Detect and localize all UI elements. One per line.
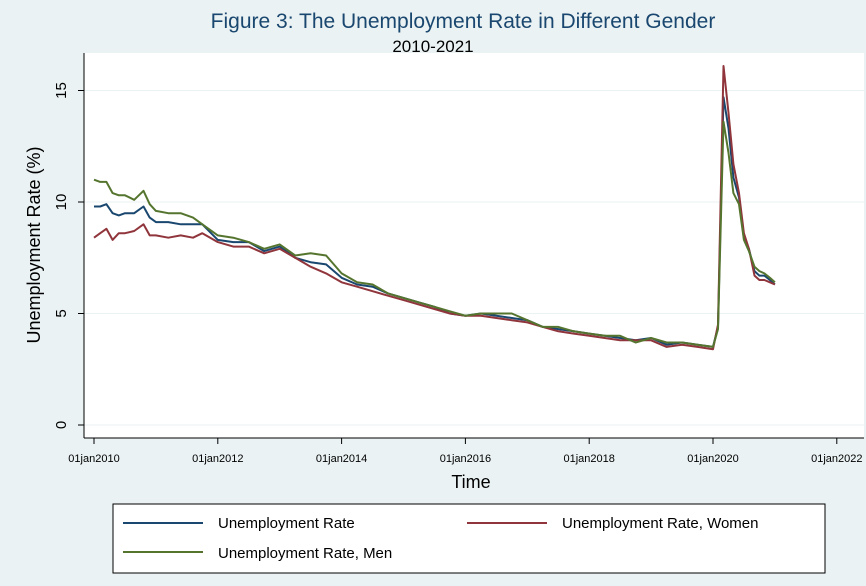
y-tick-label-5: 5 (53, 309, 70, 317)
legend-label-women: Unemployment Rate, Women (562, 515, 758, 532)
x-tick-label-2022: 01jan2022 (811, 453, 862, 465)
x-tick-label-2012: 01jan2012 (192, 453, 243, 465)
x-tick-label-2020: 01jan2020 (687, 453, 738, 465)
y-tick-label-15: 15 (53, 82, 70, 99)
y-tick-label-10: 10 (53, 194, 70, 211)
legend-label-rate: Unemployment Rate (218, 515, 355, 532)
x-tick-label-2010: 01jan2010 (68, 453, 119, 465)
y-tick-label-0: 0 (53, 421, 70, 429)
series-line-2 (93, 120, 776, 348)
legend-label-men: Unemployment Rate, Men (218, 545, 392, 562)
x-ticks: 01jan2010 01jan2012 01jan2014 01jan2016 01ja… (68, 438, 862, 465)
plot-area (84, 53, 864, 438)
series-line-1 (93, 65, 776, 351)
x-axis-label: Time (451, 472, 490, 492)
x-tick-label-2016: 01jan2016 (440, 453, 491, 465)
x-tick-label-2014: 01jan2014 (316, 453, 367, 465)
legend-box (112, 503, 826, 574)
x-tick-label-2018: 01jan2018 (564, 453, 615, 465)
series-lines (93, 65, 776, 351)
chart-title: Figure 3: The Unemployment Rate in Diffe… (211, 10, 716, 33)
gridlines (84, 90, 864, 426)
axes (83, 53, 864, 439)
chart-subtitle: 2010-2021 (392, 37, 473, 56)
y-axis-label: Unemployment Rate (%) (24, 146, 44, 343)
legend: Unemployment Rate Unemployment Rate, Wom… (112, 503, 826, 574)
y-ticks: 0 5 10 15 (53, 82, 84, 429)
